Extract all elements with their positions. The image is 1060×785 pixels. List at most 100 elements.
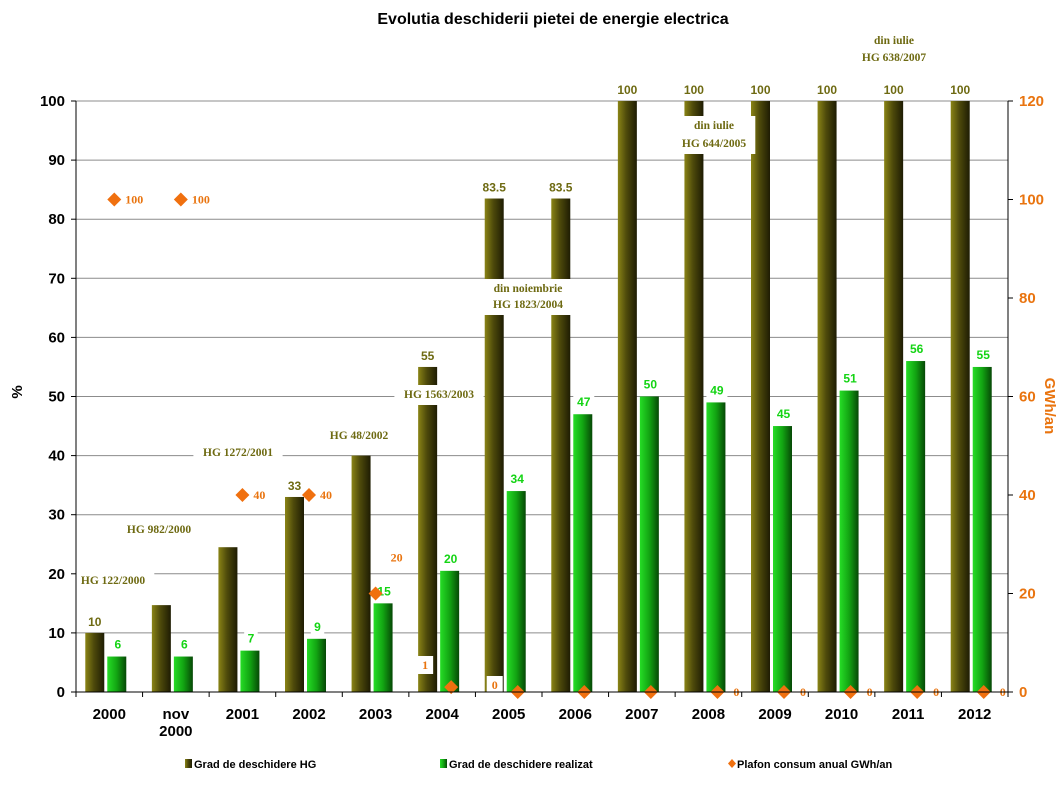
data-label-hg: 100 (750, 83, 770, 97)
x-tick-label-line: 2011 (892, 706, 925, 723)
data-label-hg: 100 (817, 83, 837, 97)
data-label-box (486, 676, 503, 694)
annotation-box (71, 571, 155, 591)
data-label-realizat: 51 (843, 372, 857, 386)
annotation-box (672, 116, 756, 154)
x-tick-label-line: 2012 (958, 706, 991, 723)
x-tick-label: 2004 (425, 706, 459, 723)
bar-hg (285, 496, 304, 692)
annotation-box (394, 385, 484, 405)
bar-realizat (506, 491, 526, 692)
x-tick-label: 2008 (692, 706, 725, 723)
annotations: HG 122/2000 HG 982/2000 HG 1272/2001 HG 48/… (71, 31, 936, 591)
data-label-box (417, 656, 434, 674)
bar-hg (484, 198, 504, 692)
marker-plafon (368, 586, 383, 601)
data-label-plafon: 100 (125, 193, 143, 207)
bar-realizat (839, 390, 859, 692)
data-label-box (111, 636, 125, 653)
marker-plafon (444, 680, 459, 695)
data-label-hg: 83.5 (549, 181, 573, 195)
bar-hg (884, 101, 904, 692)
y-tick-label: 10 (48, 625, 65, 642)
y-tick-label: 50 (48, 389, 65, 406)
data-label-plafon: 100 (192, 193, 210, 207)
annotation-box (321, 426, 397, 446)
x-tick-label: 2006 (559, 706, 592, 723)
marker-plafon (107, 192, 122, 207)
bar-realizat (972, 366, 992, 692)
annotation-text: din noiembrie (494, 283, 563, 295)
x-tick-label: 2010 (825, 706, 858, 723)
marker-plafon (235, 488, 250, 502)
bar-realizat (173, 656, 193, 692)
data-label-box (177, 636, 192, 653)
y-tick-label: 40 (48, 448, 65, 465)
data-label-hg: 100 (884, 83, 904, 97)
y2-tick-label: 0 (1019, 684, 1027, 701)
y2-tick-label: 60 (1019, 389, 1036, 406)
data-label-realizat: 49 (710, 383, 724, 397)
legend: Grad de deschidere HG Grad de deschidere … (185, 759, 893, 771)
annotation-box (193, 443, 283, 463)
data-label-hg: 100 (684, 83, 704, 97)
annotation-text: HG 638/2007 (862, 52, 926, 64)
x-tick-label: 2009 (758, 706, 791, 723)
bar-hg (617, 101, 637, 692)
data-label-hg: 55 (421, 349, 435, 363)
annotation-box (480, 279, 576, 315)
bar-realizat (307, 638, 326, 692)
x-tick-label-line: 2002 (292, 706, 325, 723)
marker-plafon (173, 192, 188, 207)
data-label-realizat: 6 (114, 638, 121, 652)
bar-realizat (906, 361, 926, 692)
y2-tick-label: 120 (1019, 93, 1044, 110)
legend-label: Plafon consum anual GWh/an (737, 759, 893, 771)
bar-realizat (573, 414, 593, 692)
data-label-box (440, 550, 462, 567)
data-label-realizat: 9 (314, 620, 321, 634)
annotation-box (852, 31, 936, 68)
x-tick-label-line: 2008 (692, 706, 725, 723)
data-label-box (573, 394, 595, 411)
bar-hg (684, 101, 704, 692)
y2-axis-label: GWh/an (1041, 378, 1058, 435)
y-tick-label: 0 (57, 684, 65, 701)
data-label-realizat: 56 (910, 342, 924, 356)
x-tick-label: 2007 (625, 706, 658, 723)
data-label-plafon: 20 (391, 551, 403, 565)
bar-realizat (773, 426, 792, 692)
data-label-box (906, 341, 928, 358)
data-label-plafon: 0 (492, 678, 498, 692)
legend-swatch (728, 759, 736, 768)
data-label-box (310, 618, 325, 635)
data-label-box (706, 382, 728, 399)
legend-label: Grad de deschidere realizat (449, 759, 593, 771)
y-tick-label: 80 (48, 211, 65, 228)
bar-hg (751, 101, 770, 692)
bar-hg (950, 101, 970, 692)
bar-realizat (240, 650, 260, 692)
data-label-plafon: 40 (253, 488, 265, 502)
axes: 0102030405060708090100020406080100120200… (40, 93, 1044, 740)
data-label-box (639, 376, 661, 393)
x-tick-label: 2002 (292, 706, 325, 723)
bar-hg (551, 198, 571, 692)
bar-realizat (706, 402, 726, 692)
data-label-hg: 100 (950, 83, 970, 97)
x-tick-label: 2001 (226, 706, 259, 723)
data-label-plafon: 1 (422, 658, 428, 672)
y-tick-label: 70 (48, 270, 65, 287)
data-label-hg: 100 (617, 83, 637, 97)
bar-realizat (440, 570, 460, 692)
bar-hg (151, 605, 171, 692)
data-label-realizat: 47 (577, 395, 591, 409)
annotation-text: HG 48/2002 (330, 430, 389, 442)
y-tick-label: 100 (40, 93, 65, 110)
bar-hg (418, 366, 438, 692)
y2-tick-label: 100 (1019, 192, 1044, 209)
bars (85, 101, 992, 692)
data-label-realizat: 6 (181, 638, 188, 652)
bar-realizat (639, 396, 659, 692)
